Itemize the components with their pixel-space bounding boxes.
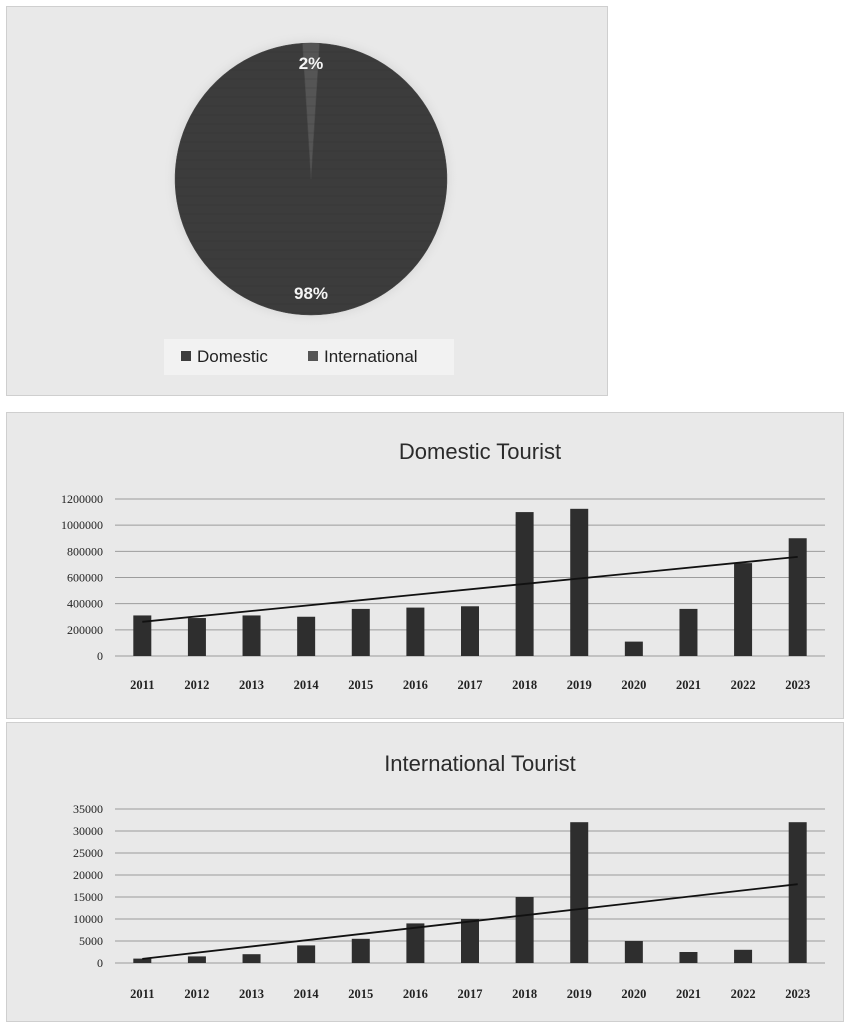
pie-label-domestic: 98% xyxy=(294,284,328,303)
international-bar-2018 xyxy=(515,897,534,963)
legend-label-international: International xyxy=(324,347,418,366)
international-x-tick-label: 2019 xyxy=(567,987,592,1001)
domestic-y-tick-label: 800000 xyxy=(67,544,103,558)
international-x-tick-label: 2014 xyxy=(294,987,320,1001)
domestic-x-tick-label: 2016 xyxy=(403,678,428,692)
domestic-x-tick-label: 2012 xyxy=(184,678,209,692)
international-bar-2012 xyxy=(187,956,206,963)
domestic-bar-2016 xyxy=(406,607,425,656)
legend-swatch-international xyxy=(308,351,318,361)
domestic-x-tick-label: 2023 xyxy=(785,678,810,692)
domestic-x-tick-label: 2022 xyxy=(731,678,756,692)
international-bar-chart: International Tourist 0 5000 10000 15000 2000… xyxy=(73,751,825,1001)
international-y-tick-label: 5000 xyxy=(79,934,103,948)
domestic-y-tick-label: 1000000 xyxy=(61,518,103,532)
domestic-bar-2013 xyxy=(242,615,261,656)
domestic-x-tick-label: 2014 xyxy=(294,678,320,692)
international-x-tick-label: 2018 xyxy=(512,987,537,1001)
domestic-bar-2023 xyxy=(788,538,807,656)
pie-chart: 2% 98% Domestic International xyxy=(163,31,459,375)
international-y-tick-label: 35000 xyxy=(73,802,103,816)
international-y-tick-label: 10000 xyxy=(73,912,103,926)
domestic-bar-chart: Domestic Tourist 0 200000 400000 600000 80000… xyxy=(61,439,825,692)
international-y-tick-label: 25000 xyxy=(73,846,103,860)
international-bar-2016 xyxy=(406,923,425,963)
international-x-tick-label: 2012 xyxy=(184,987,209,1001)
domestic-y-tick-label: 0 xyxy=(97,649,103,663)
international-bar-2021 xyxy=(679,952,698,963)
domestic-x-tick-label: 2019 xyxy=(567,678,592,692)
domestic-x-tick-label: 2015 xyxy=(348,678,373,692)
legend-swatch-domestic xyxy=(181,351,191,361)
domestic-x-tick-label: 2020 xyxy=(621,678,646,692)
domestic-bar-2017 xyxy=(461,606,479,656)
domestic-bar-2021 xyxy=(679,608,698,656)
international-x-tick-label: 2020 xyxy=(621,987,646,1001)
domestic-x-tick-label: 2021 xyxy=(676,678,701,692)
domestic-y-tick-label: 400000 xyxy=(67,597,103,611)
domestic-y-tick-label: 200000 xyxy=(67,623,103,637)
international-trendline xyxy=(142,883,798,960)
international-bar-2023 xyxy=(788,822,807,963)
domestic-x-tick-label: 2013 xyxy=(239,678,264,692)
domestic-bar-2012 xyxy=(187,618,206,656)
domestic-chart-title: Domestic Tourist xyxy=(399,439,561,464)
pie-label-international: 2% xyxy=(299,54,324,73)
pie-chart-panel: 2% 98% Domestic International xyxy=(6,6,608,396)
domestic-trendline xyxy=(142,555,798,623)
domestic-chart-panel: Domestic Tourist 0 200000 400000 600000 80000… xyxy=(6,412,844,719)
international-y-tick-label: 15000 xyxy=(73,890,103,904)
domestic-bar-2011 xyxy=(133,615,152,656)
international-bar-2011 xyxy=(133,958,152,963)
international-x-tick-label: 2013 xyxy=(239,987,264,1001)
domestic-bar-2014 xyxy=(297,616,316,656)
domestic-x-tick-label: 2011 xyxy=(130,678,154,692)
international-bar-2014 xyxy=(297,945,316,963)
international-y-tick-label: 30000 xyxy=(73,824,103,838)
domestic-x-tick-label: 2018 xyxy=(512,678,537,692)
pie-slice-domestic xyxy=(174,43,448,316)
international-chart-panel: International Tourist 0 5000 10000 15000 2000… xyxy=(6,722,844,1022)
international-bar-2020 xyxy=(624,941,643,963)
international-y-tick-label: 0 xyxy=(97,956,103,970)
domestic-x-tick-label: 2017 xyxy=(458,678,483,692)
international-x-tick-label: 2011 xyxy=(130,987,154,1001)
international-x-tick-label: 2021 xyxy=(676,987,701,1001)
international-x-tick-label: 2015 xyxy=(348,987,373,1001)
international-bar-2022 xyxy=(734,949,753,963)
international-y-tick-label: 20000 xyxy=(73,868,103,882)
domestic-bar-2020 xyxy=(624,641,643,656)
international-x-tick-label: 2022 xyxy=(731,987,756,1001)
legend-label-domestic: Domestic xyxy=(197,347,268,366)
international-x-tick-label: 2017 xyxy=(458,987,483,1001)
international-bar-2019 xyxy=(570,822,589,963)
domestic-bar-2015 xyxy=(351,608,370,656)
domestic-y-tick-label: 600000 xyxy=(67,571,103,585)
international-bar-2017 xyxy=(461,919,479,963)
international-x-tick-label: 2023 xyxy=(785,987,810,1001)
domestic-y-tick-label: 1200000 xyxy=(61,492,103,506)
international-chart-title: International Tourist xyxy=(384,751,576,776)
domestic-bar-2022 xyxy=(734,563,753,656)
international-bar-2013 xyxy=(242,954,261,963)
domestic-bar-2019 xyxy=(570,508,589,656)
international-x-tick-label: 2016 xyxy=(403,987,428,1001)
international-bar-2015 xyxy=(351,938,370,963)
